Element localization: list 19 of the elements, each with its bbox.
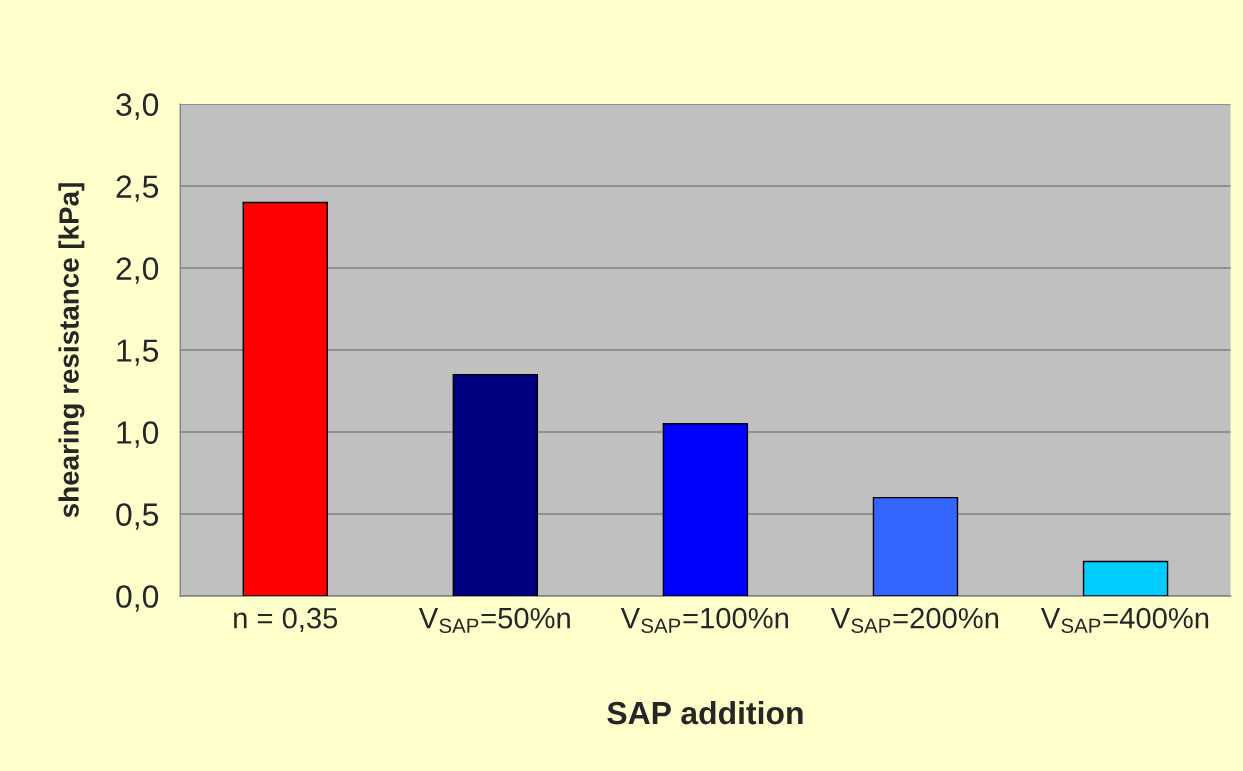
y-tick-label: 1,0 [117, 421, 159, 448]
y-tick-label: 1,5 [117, 339, 159, 366]
y-tick-label: 3,0 [116, 93, 159, 120]
x-tick-label: V$_{SAP}$=200%n [830, 607, 999, 633]
bar [1082, 560, 1169, 596]
x-tick-label: n = 0,35 [234, 607, 338, 632]
bar [872, 496, 959, 596]
x-tick-label: V$_{SAP}$=50%n [418, 607, 570, 633]
y-tick-label: 0,5 [116, 503, 159, 530]
y-tick-label: 0,0 [116, 585, 159, 612]
x-axis-title: SAP addition [607, 700, 803, 725]
bar [452, 373, 539, 596]
x-tick-label: V$_{SAP}$=400%n [1040, 607, 1209, 633]
bar [662, 423, 749, 596]
y-tick-label: 2,5 [116, 175, 159, 202]
bar [242, 201, 328, 596]
y-axis-title: shearing resistance [kPa] [58, 183, 85, 518]
x-tick-label: V$_{SAP}$=100%n [620, 607, 788, 633]
y-tick-label: 2,0 [116, 257, 159, 284]
